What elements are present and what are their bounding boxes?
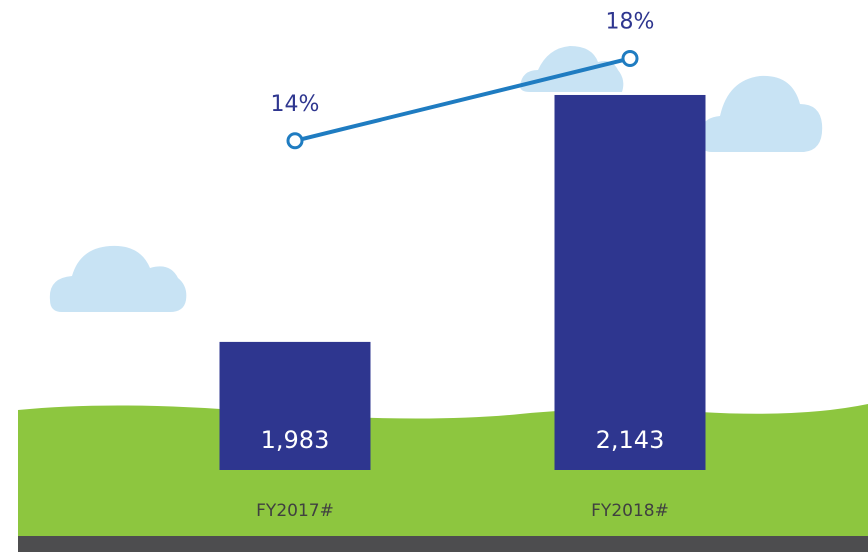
footer-strip — [18, 536, 868, 552]
x-tick-label: FY2018# — [591, 501, 669, 521]
hill — [18, 404, 868, 536]
cloud — [49, 245, 187, 312]
cloud — [699, 75, 823, 152]
line — [294, 56, 631, 143]
bar-value-label: 1,983 — [261, 426, 330, 454]
cloud — [520, 46, 624, 92]
line-value-label: 14% — [271, 92, 320, 117]
bar — [554, 94, 706, 470]
line-value-label: 18% — [606, 9, 655, 34]
line-point — [621, 49, 639, 67]
x-tick-label: FY2017# — [256, 501, 334, 521]
line-point — [286, 132, 304, 150]
decoration — [49, 46, 823, 312]
bar — [219, 341, 371, 470]
bar-value-label: 2,143 — [596, 426, 665, 454]
